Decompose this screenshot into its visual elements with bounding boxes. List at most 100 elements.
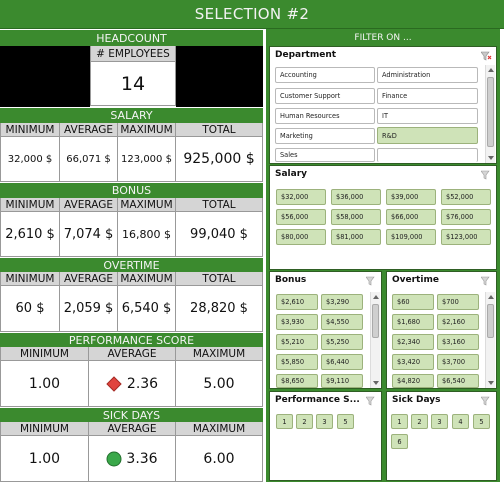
clear-filter-icon[interactable] bbox=[481, 276, 492, 286]
overtime-total-value: 28,820 $ bbox=[176, 286, 263, 332]
salary-col-avg: AVERAGE bbox=[60, 123, 118, 137]
sickdays-item[interactable]: 3 bbox=[431, 414, 448, 429]
bonus-avg-value: 7,074 $ bbox=[60, 212, 118, 257]
black-fill-left bbox=[0, 46, 90, 109]
overtime-item[interactable]: $3,700 bbox=[437, 354, 479, 370]
salary-item[interactable]: $52,000 bbox=[441, 189, 491, 205]
performance-slicer-title: Performance S... bbox=[275, 395, 360, 405]
bonus-item[interactable]: $6,440 bbox=[321, 354, 363, 370]
sickdays-avg-value: 3.36 bbox=[126, 450, 158, 467]
slicer-item-it[interactable]: IT bbox=[377, 108, 478, 124]
sickdays-header: SICK DAYS bbox=[0, 407, 263, 422]
sickdays-col-max: MAXIMUM bbox=[176, 422, 263, 436]
overtime-item[interactable]: $2,160 bbox=[437, 314, 479, 330]
overtime-col-min: MINIMUM bbox=[0, 272, 60, 286]
bonus-min-value: 2,610 $ bbox=[0, 212, 60, 257]
salary-item[interactable]: $39,000 bbox=[386, 189, 436, 205]
salary-item[interactable]: $123,000 bbox=[441, 229, 491, 245]
salary-slicer[interactable]: Salary $32,000 $36,000 $39,000 $52,000 $… bbox=[269, 165, 497, 270]
slicer-item-administration[interactable]: Administration bbox=[377, 67, 478, 83]
clear-filter-icon[interactable] bbox=[481, 51, 492, 61]
scroll-thumb[interactable] bbox=[487, 304, 494, 338]
overtime-item[interactable]: $700 bbox=[437, 294, 479, 310]
salary-item[interactable]: $109,000 bbox=[386, 229, 436, 245]
performance-item[interactable]: 2 bbox=[296, 414, 313, 429]
slicer-item-rnd[interactable]: R&D bbox=[377, 127, 478, 144]
sickdays-col-min: MINIMUM bbox=[0, 422, 89, 436]
scroll-thumb[interactable] bbox=[372, 304, 379, 338]
overtime-slicer[interactable]: Overtime $60 $700 $1,680 $2,160 $2,340 $… bbox=[386, 271, 497, 389]
overtime-scrollbar[interactable] bbox=[485, 292, 495, 388]
salary-item[interactable]: $56,000 bbox=[276, 209, 326, 225]
performance-slicer[interactable]: Performance S... 1 2 3 5 bbox=[269, 391, 382, 481]
red-diamond-icon bbox=[106, 375, 122, 392]
department-slicer[interactable]: Department Accounting Administration Cus… bbox=[269, 46, 497, 164]
bonus-col-min: MINIMUM bbox=[0, 198, 60, 212]
scroll-thumb[interactable] bbox=[487, 77, 494, 147]
overtime-item[interactable]: $3,160 bbox=[437, 334, 479, 350]
slicer-item-customer-support[interactable]: Customer Support bbox=[275, 88, 375, 104]
salary-item[interactable]: $36,000 bbox=[331, 189, 381, 205]
bonus-item[interactable]: $4,550 bbox=[321, 314, 363, 330]
scroll-down-icon[interactable] bbox=[488, 381, 494, 385]
overtime-header: OVERTIME bbox=[0, 257, 263, 272]
sickdays-item[interactable]: 2 bbox=[411, 414, 428, 429]
overtime-item[interactable]: $6,540 bbox=[437, 374, 479, 388]
clear-filter-icon[interactable] bbox=[366, 276, 377, 286]
overtime-avg-value: 2,059 $ bbox=[60, 286, 118, 332]
bonus-item[interactable]: $8,650 bbox=[276, 374, 318, 388]
performance-item[interactable]: 1 bbox=[276, 414, 293, 429]
slicer-item-human-resources[interactable]: Human Resources bbox=[275, 108, 375, 124]
salary-item[interactable]: $66,000 bbox=[386, 209, 436, 225]
bonus-item[interactable]: $2,610 bbox=[276, 294, 318, 310]
performance-item[interactable]: 3 bbox=[316, 414, 333, 429]
overtime-item[interactable]: $1,680 bbox=[392, 314, 434, 330]
scroll-down-icon[interactable] bbox=[373, 381, 379, 385]
slicer-item-accounting[interactable]: Accounting bbox=[275, 67, 375, 83]
green-circle-icon bbox=[106, 451, 122, 466]
scroll-up-icon[interactable] bbox=[488, 295, 494, 299]
sickdays-item[interactable]: 6 bbox=[391, 434, 408, 449]
clear-filter-icon[interactable] bbox=[481, 396, 492, 406]
bonus-item[interactable]: $9,110 bbox=[321, 374, 363, 388]
bonus-item[interactable]: $5,210 bbox=[276, 334, 318, 350]
scroll-up-icon[interactable] bbox=[488, 68, 494, 72]
clear-filter-icon[interactable] bbox=[366, 396, 377, 406]
salary-avg-value: 66,071 $ bbox=[60, 137, 118, 182]
slicer-item-sales[interactable]: Sales bbox=[275, 148, 375, 162]
salary-slicer-title: Salary bbox=[275, 169, 308, 179]
overtime-item[interactable]: $2,340 bbox=[392, 334, 434, 350]
overtime-slicer-title: Overtime bbox=[392, 275, 439, 285]
salary-item[interactable]: $76,000 bbox=[441, 209, 491, 225]
bonus-scrollbar[interactable] bbox=[370, 292, 380, 388]
sickdays-slicer[interactable]: Sick Days 1 2 3 4 5 6 bbox=[386, 391, 497, 481]
salary-item[interactable]: $58,000 bbox=[331, 209, 381, 225]
bonus-col-avg: AVERAGE bbox=[60, 198, 118, 212]
sickdays-item[interactable]: 4 bbox=[452, 414, 469, 429]
bonus-item[interactable]: $3,290 bbox=[321, 294, 363, 310]
clear-filter-icon[interactable] bbox=[481, 170, 492, 180]
department-scrollbar[interactable] bbox=[485, 65, 495, 163]
performance-col-avg: AVERAGE bbox=[89, 347, 176, 361]
overtime-max-value: 6,540 $ bbox=[118, 286, 176, 332]
slicer-item-blank[interactable] bbox=[377, 148, 478, 162]
salary-item[interactable]: $32,000 bbox=[276, 189, 326, 205]
performance-max-value: 5.00 bbox=[176, 361, 263, 407]
performance-item[interactable]: 5 bbox=[337, 414, 354, 429]
sickdays-item[interactable]: 5 bbox=[473, 414, 490, 429]
slicer-item-finance[interactable]: Finance bbox=[377, 88, 478, 104]
bonus-slicer[interactable]: Bonus $2,610 $3,290 $3,930 $4,550 $5,210… bbox=[269, 271, 382, 389]
salary-col-total: TOTAL bbox=[176, 123, 263, 137]
overtime-item[interactable]: $4,820 bbox=[392, 374, 434, 388]
overtime-item[interactable]: $60 bbox=[392, 294, 434, 310]
bonus-item[interactable]: $5,850 bbox=[276, 354, 318, 370]
bonus-item[interactable]: $5,250 bbox=[321, 334, 363, 350]
salary-item[interactable]: $81,000 bbox=[331, 229, 381, 245]
scroll-up-icon[interactable] bbox=[373, 295, 379, 299]
overtime-item[interactable]: $3,420 bbox=[392, 354, 434, 370]
sickdays-item[interactable]: 1 bbox=[391, 414, 408, 429]
salary-item[interactable]: $80,000 bbox=[276, 229, 326, 245]
bonus-item[interactable]: $3,930 bbox=[276, 314, 318, 330]
scroll-down-icon[interactable] bbox=[488, 156, 494, 160]
slicer-item-marketing[interactable]: Marketing bbox=[275, 128, 375, 144]
